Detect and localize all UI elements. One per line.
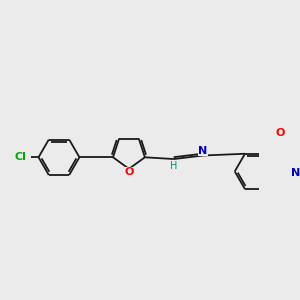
Text: Cl: Cl [14, 152, 26, 162]
Text: H: H [170, 161, 178, 171]
Text: N: N [291, 168, 300, 178]
Text: O: O [276, 128, 285, 138]
Text: O: O [124, 167, 134, 177]
Text: N: N [198, 146, 208, 155]
